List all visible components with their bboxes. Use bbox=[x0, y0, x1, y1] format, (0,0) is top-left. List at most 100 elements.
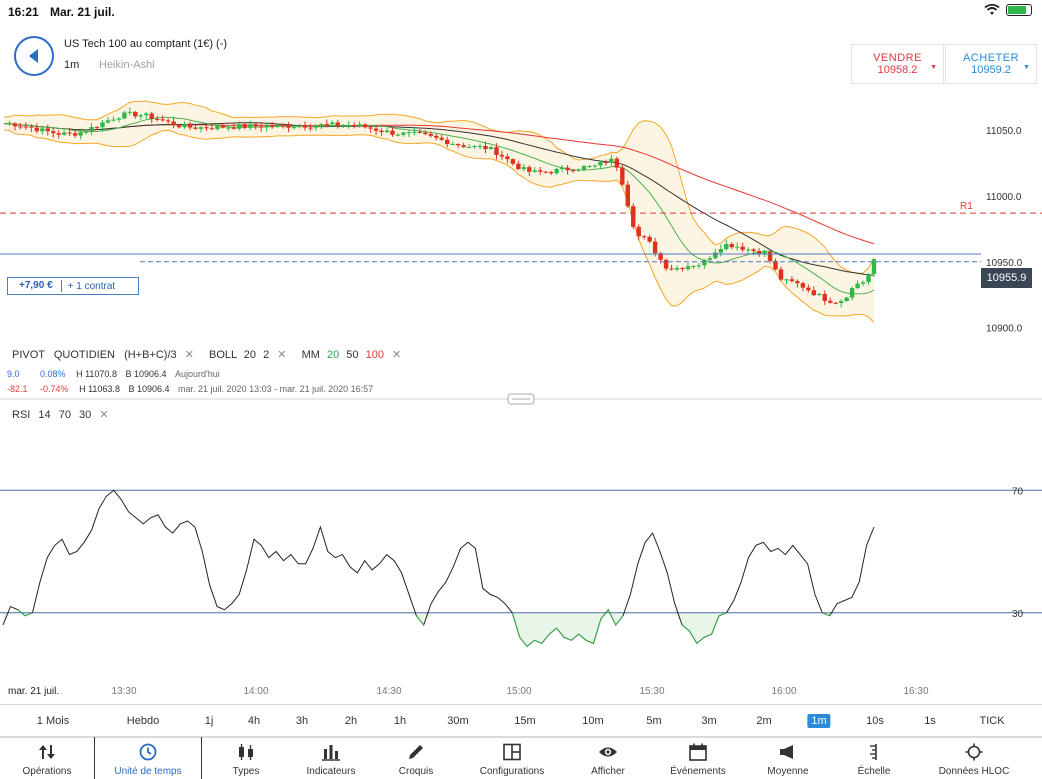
candle-body bbox=[817, 294, 822, 296]
period-3h[interactable]: 3h bbox=[295, 715, 309, 727]
remove-rsi-icon[interactable]: ✕ bbox=[99, 409, 109, 421]
chart-canvas[interactable]: R1 11050.0 11000.0 10950.0 10900.0 70 30 mar… bbox=[0, 84, 1042, 704]
period-1j[interactable]: 1j bbox=[204, 715, 214, 727]
period-3m[interactable]: 3m bbox=[701, 715, 717, 727]
remove-pivot-icon[interactable]: ✕ bbox=[184, 349, 194, 361]
candle-body bbox=[598, 162, 603, 166]
tab-donnees-hloc[interactable]: Données HLOC bbox=[916, 737, 1032, 779]
buy-dropdown-icon: ▼ bbox=[1023, 64, 1030, 71]
arrows-updown-icon bbox=[39, 745, 55, 759]
period-range: mar. 21 juil. 2020 13:03 - mar. 21 juil.… bbox=[178, 384, 374, 394]
mm100-label: 100 bbox=[365, 349, 384, 361]
candle-body bbox=[614, 158, 620, 168]
candle-body bbox=[691, 266, 696, 268]
tab-indicateurs[interactable]: Indicateurs bbox=[290, 737, 372, 779]
candle-body bbox=[740, 246, 745, 250]
tab-croquis[interactable]: Croquis bbox=[372, 737, 460, 779]
candle-body bbox=[209, 128, 215, 130]
candle-body bbox=[631, 206, 636, 227]
candle-body bbox=[844, 297, 849, 302]
instrument-header: US Tech 100 au comptant (1€) (-) 1m Heik… bbox=[0, 22, 1042, 84]
candle-body bbox=[215, 125, 220, 130]
period-hebdo[interactable]: Hebdo bbox=[126, 715, 160, 727]
period-1h[interactable]: 1h bbox=[393, 715, 407, 727]
candle-body bbox=[713, 252, 718, 259]
time-tick-label: 15:00 bbox=[506, 686, 531, 697]
candle-body bbox=[330, 122, 335, 125]
tab-echelle[interactable]: Échelle bbox=[832, 737, 916, 779]
period-1m[interactable]: 1m bbox=[807, 714, 831, 728]
candle-body bbox=[155, 118, 160, 120]
candle-body bbox=[357, 124, 362, 126]
period-5m[interactable]: 5m bbox=[646, 715, 662, 727]
tab-label: Afficher bbox=[591, 766, 625, 777]
tab-label: Croquis bbox=[398, 766, 434, 777]
period-2m[interactable]: 2m bbox=[756, 715, 772, 727]
candle-body bbox=[269, 125, 275, 127]
tab-label: Unité de temps bbox=[114, 766, 182, 777]
tab-unite-de-temps[interactable]: Unité de temps bbox=[94, 737, 202, 779]
period-1-mois[interactable]: 1 Mois bbox=[36, 715, 70, 727]
candle-body bbox=[83, 131, 89, 133]
period-2h[interactable]: 2h bbox=[344, 715, 358, 727]
high-today: H 11070.8 bbox=[76, 369, 117, 379]
candle-body bbox=[784, 279, 789, 281]
period-10m[interactable]: 10m bbox=[582, 715, 604, 727]
rsi-lower: 30 bbox=[79, 409, 92, 421]
candle-body bbox=[663, 259, 669, 269]
chart-area[interactable]: R1 11050.0 11000.0 10950.0 10900.0 70 30 mar… bbox=[0, 84, 1042, 704]
time-tick-label: 14:00 bbox=[243, 686, 268, 697]
tab-operations[interactable]: Opérations bbox=[0, 737, 94, 779]
tab-label: Indicateurs bbox=[306, 766, 356, 777]
pivot-type: QUOTIDIEN bbox=[53, 349, 115, 361]
stats-row-today: 9.0 0.08% H 11070.8 B 10906.4 Aujourd'hu… bbox=[7, 369, 220, 379]
time-tick-label: 15:30 bbox=[639, 686, 664, 697]
candle-body bbox=[94, 127, 100, 129]
tab-afficher[interactable]: Afficher bbox=[564, 737, 652, 779]
remove-boll-icon[interactable]: ✕ bbox=[277, 349, 287, 361]
candle-body bbox=[198, 127, 204, 129]
candle-body bbox=[516, 163, 521, 170]
candle-body bbox=[811, 290, 817, 296]
tab-types[interactable]: Types bbox=[202, 737, 290, 779]
back-button[interactable] bbox=[14, 36, 54, 76]
buy-button[interactable]: ACHETER 10959.2 ▼ bbox=[945, 44, 1037, 84]
remove-mm-icon[interactable]: ✕ bbox=[392, 349, 402, 361]
period-tick[interactable]: TICK bbox=[979, 715, 1005, 727]
time-tick-label: 13:30 bbox=[111, 686, 136, 697]
candle-body bbox=[373, 128, 379, 131]
tab-moyenne[interactable]: Moyenne bbox=[744, 737, 832, 779]
status-time: 16:21 bbox=[8, 5, 39, 19]
tab-configurations[interactable]: Configurations bbox=[460, 737, 564, 779]
candle-body bbox=[18, 126, 23, 128]
candle-body bbox=[822, 294, 827, 301]
tab-evenements[interactable]: Événements bbox=[652, 737, 744, 779]
ma50-line bbox=[3, 122, 875, 276]
change-range: -82.1 bbox=[7, 384, 28, 394]
candle-body bbox=[237, 124, 242, 129]
period-4h[interactable]: 4h bbox=[247, 715, 261, 727]
system-icons bbox=[984, 4, 1032, 16]
period-10s[interactable]: 10s bbox=[866, 715, 884, 727]
candle-body bbox=[849, 288, 855, 298]
sell-dropdown-icon: ▼ bbox=[930, 64, 937, 71]
position-label[interactable]: +7,90 € + 1 contrat bbox=[7, 277, 139, 295]
rsi-oversold-fill bbox=[3, 612, 874, 647]
candle-body bbox=[368, 127, 373, 129]
period-15m[interactable]: 15m bbox=[514, 715, 536, 727]
candle-body bbox=[253, 124, 258, 127]
sell-button[interactable]: VENDRE 10958.2 ▼ bbox=[851, 44, 944, 84]
period-1s[interactable]: 1s bbox=[924, 715, 936, 727]
candle-body bbox=[78, 132, 83, 136]
rsi-label: RSI bbox=[12, 409, 31, 421]
candle-body bbox=[548, 171, 554, 174]
candle-body bbox=[505, 156, 510, 160]
candle-body bbox=[554, 168, 559, 174]
wifi-icon bbox=[984, 4, 1000, 15]
period-30m[interactable]: 30m bbox=[447, 715, 469, 727]
pencil-icon bbox=[409, 745, 423, 759]
candle-body bbox=[302, 125, 308, 128]
candle-body bbox=[242, 124, 247, 128]
time-tick-label: 16:00 bbox=[771, 686, 796, 697]
candle-body bbox=[702, 259, 707, 266]
